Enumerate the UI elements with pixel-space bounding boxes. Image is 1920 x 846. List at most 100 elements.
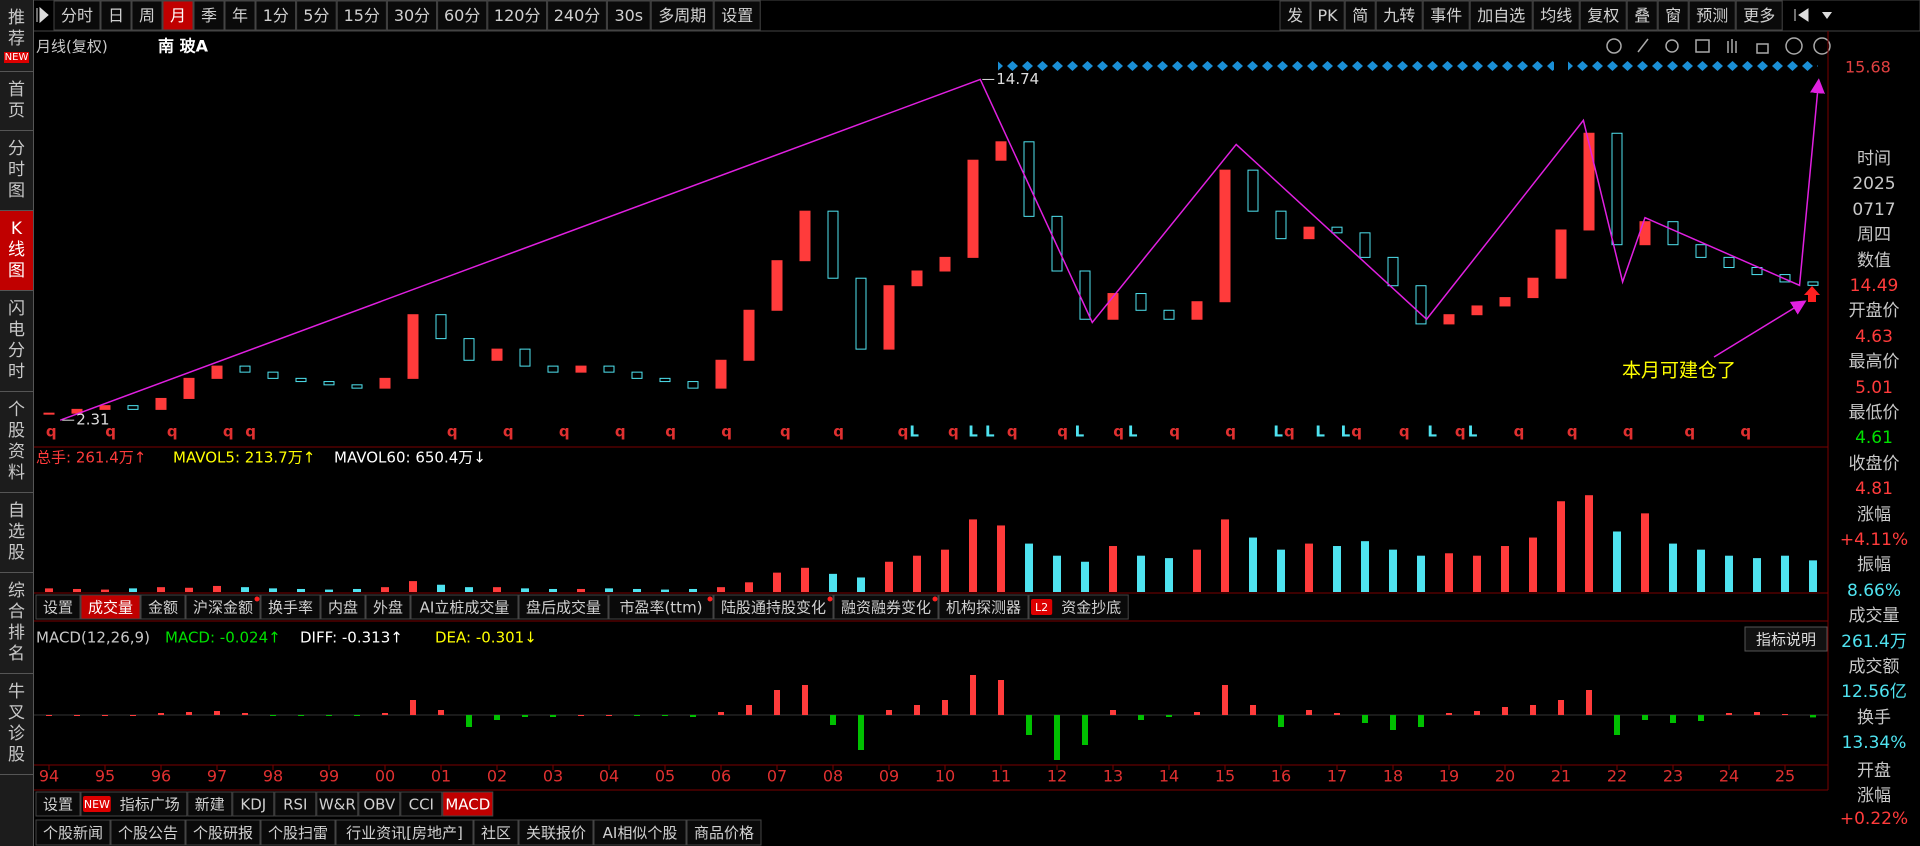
event-marker[interactable]: L xyxy=(1315,423,1325,441)
sidebar-tab[interactable]: 分时图 xyxy=(0,131,33,211)
tab[interactable] xyxy=(1626,0,1658,31)
tab[interactable] xyxy=(1310,0,1345,31)
tab-label[interactable]: 资金抄底 xyxy=(1061,599,1121,617)
tab[interactable] xyxy=(185,594,261,620)
tab[interactable] xyxy=(336,0,387,31)
tab-label[interactable]: 分时 xyxy=(61,6,93,25)
tab[interactable] xyxy=(713,0,761,31)
tab-label[interactable]: 关联报价 xyxy=(526,824,586,842)
sidebar-label[interactable]: 牛叉诊股 xyxy=(8,682,25,765)
tool-icon[interactable] xyxy=(1606,38,1622,54)
event-marker[interactable]: q xyxy=(1399,423,1410,441)
tab-label[interactable]: 窗 xyxy=(1665,6,1681,25)
event-marker[interactable]: q xyxy=(503,423,514,441)
event-marker[interactable]: q xyxy=(223,423,234,441)
tab-label[interactable]: CCI xyxy=(409,796,434,814)
tab[interactable] xyxy=(1657,0,1689,31)
tab[interactable] xyxy=(274,791,317,817)
tab[interactable] xyxy=(1735,0,1783,31)
event-marker[interactable]: q xyxy=(1057,423,1068,441)
event-marker[interactable]: L xyxy=(1468,423,1478,441)
tab-label[interactable]: 多周期 xyxy=(658,6,706,25)
tab-label[interactable]: 事件 xyxy=(1430,6,1462,25)
tab[interactable] xyxy=(140,594,186,620)
toggle-icon[interactable] xyxy=(1794,8,1809,22)
event-marker[interactable]: L xyxy=(1075,423,1085,441)
tab-label[interactable]: 九转 xyxy=(1383,6,1415,25)
tab-label[interactable]: W&R xyxy=(319,796,356,814)
event-marker[interactable]: q xyxy=(1225,423,1236,441)
tool-icon[interactable] xyxy=(1756,43,1769,54)
help-button[interactable] xyxy=(1744,626,1828,652)
tab-label[interactable]: RSI xyxy=(283,796,307,814)
tab-label[interactable]: 盘后成交量 xyxy=(526,599,601,617)
tab-label[interactable]: 指标广场 xyxy=(120,796,180,814)
tab-label[interactable]: 240分 xyxy=(554,6,601,25)
event-marker[interactable]: L xyxy=(985,423,995,441)
tab-label[interactable]: 设置 xyxy=(43,796,73,814)
event-marker[interactable]: q xyxy=(1623,423,1634,441)
sidebar-label[interactable]: K线图 xyxy=(8,219,25,281)
tab[interactable] xyxy=(686,819,762,846)
tab[interactable] xyxy=(487,0,548,31)
tab[interactable] xyxy=(593,819,687,846)
tab-label[interactable]: 陆股通持股变化 xyxy=(721,599,826,617)
tab[interactable] xyxy=(1422,0,1470,31)
tab[interactable] xyxy=(1344,0,1376,31)
event-marker[interactable]: q xyxy=(167,423,178,441)
event-marker[interactable]: q xyxy=(780,423,791,441)
toolbar-collapse-icon[interactable] xyxy=(36,6,49,24)
tab-label[interactable]: 叠 xyxy=(1634,6,1650,25)
tab[interactable] xyxy=(547,0,607,31)
tab[interactable] xyxy=(358,791,401,817)
event-marker[interactable]: q xyxy=(1169,423,1180,441)
tab-label[interactable]: 市盈率(ttm) xyxy=(619,599,702,617)
event-marker[interactable]: q xyxy=(105,423,116,441)
tab-label[interactable]: OBV xyxy=(363,796,396,814)
event-marker[interactable]: q xyxy=(948,423,959,441)
tab[interactable] xyxy=(1469,0,1533,31)
tab-label[interactable]: 内盘 xyxy=(328,599,358,617)
event-marker[interactable]: q xyxy=(1351,423,1362,441)
tab-label[interactable]: 周 xyxy=(139,6,155,25)
tab[interactable] xyxy=(1279,0,1311,31)
event-marker[interactable]: L xyxy=(909,423,919,441)
tab-label[interactable]: 加自选 xyxy=(1477,6,1525,25)
tab[interactable] xyxy=(316,791,359,817)
tool-icon[interactable] xyxy=(1665,39,1679,53)
sidebar-label[interactable]: 综合排名 xyxy=(8,581,25,664)
tab[interactable] xyxy=(35,791,81,817)
event-marker[interactable]: q xyxy=(559,423,570,441)
event-marker[interactable]: q xyxy=(1684,423,1695,441)
tab[interactable] xyxy=(187,791,233,817)
tab[interactable] xyxy=(400,791,443,817)
sidebar-label[interactable]: 首页 xyxy=(8,80,25,121)
tab[interactable] xyxy=(713,594,834,620)
tab-label[interactable]: 成交量 xyxy=(88,599,133,617)
event-marker[interactable]: q xyxy=(1455,423,1466,441)
tab-label[interactable]: 换手率 xyxy=(268,599,313,617)
tab-label[interactable]: MACD xyxy=(445,796,490,814)
tab-label[interactable]: 月 xyxy=(170,6,186,25)
tab[interactable] xyxy=(938,594,1029,620)
tab[interactable] xyxy=(296,0,337,31)
sidebar-label[interactable]: 分时图 xyxy=(8,139,25,201)
tab[interactable] xyxy=(35,594,81,620)
tab-label[interactable]: 商品价格 xyxy=(694,824,754,842)
tab-label[interactable]: KDJ xyxy=(240,796,266,814)
tab[interactable] xyxy=(608,594,714,620)
tab-label[interactable]: 发 xyxy=(1287,6,1303,25)
tab-label[interactable]: 个股扫雷 xyxy=(268,824,328,842)
tab-label[interactable]: 5分 xyxy=(303,6,329,25)
tab[interactable] xyxy=(365,594,411,620)
event-marker[interactable]: q xyxy=(46,423,57,441)
event-marker[interactable]: q xyxy=(721,423,732,441)
sidebar-label[interactable]: 推荐 xyxy=(8,8,25,49)
tool-icon[interactable] xyxy=(1727,39,1737,53)
tab[interactable] xyxy=(320,594,366,620)
tool-icon[interactable] xyxy=(1637,38,1649,53)
tab-label[interactable]: 行业资讯[房地产] xyxy=(346,824,463,842)
tab-label[interactable]: 金额 xyxy=(148,599,178,617)
tab[interactable] xyxy=(162,0,194,31)
event-marker[interactable]: q xyxy=(833,423,844,441)
